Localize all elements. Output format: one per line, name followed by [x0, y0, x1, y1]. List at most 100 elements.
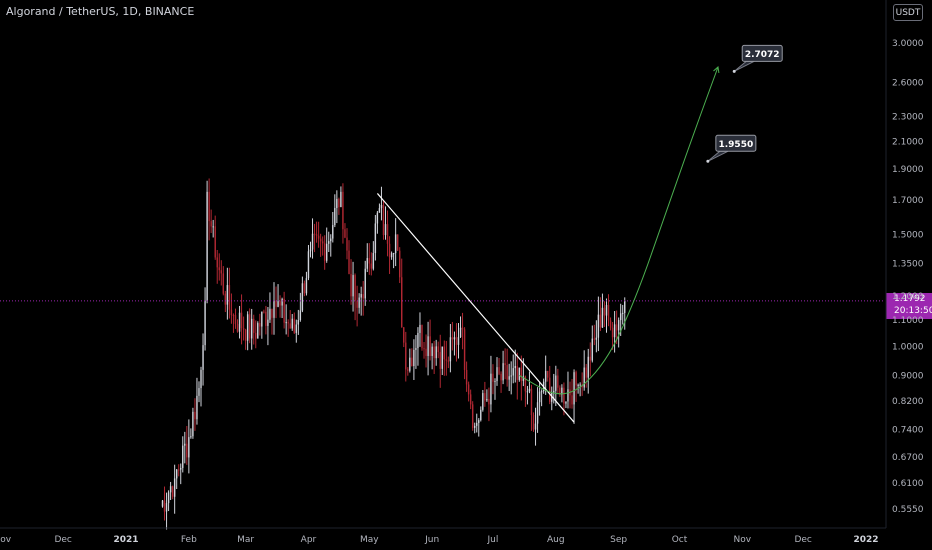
candle — [354, 273, 356, 321]
candle-body — [178, 469, 180, 471]
candle-body — [607, 304, 610, 321]
candle-body — [356, 300, 358, 308]
candle-body — [250, 318, 253, 339]
candle-body — [443, 346, 446, 360]
candle — [315, 221, 318, 243]
candle — [551, 386, 553, 411]
candle — [202, 333, 204, 386]
candle — [362, 281, 364, 316]
candle-body — [392, 253, 395, 255]
candle-body — [319, 238, 322, 242]
candle-body — [344, 229, 346, 238]
candle-body — [240, 312, 243, 329]
candle-body — [488, 399, 490, 405]
candle-body — [222, 273, 225, 294]
currency-badge[interactable]: USDT — [893, 4, 923, 21]
candle — [609, 317, 612, 331]
candle-body — [236, 324, 239, 332]
candle-body — [208, 191, 210, 222]
candle-body — [435, 346, 437, 359]
candle — [370, 252, 373, 276]
candle-body — [437, 346, 439, 353]
candle-body — [323, 243, 326, 261]
candle — [334, 194, 336, 228]
candle-body — [423, 348, 425, 350]
candle — [277, 284, 279, 308]
candle — [271, 308, 273, 335]
candle-body — [494, 381, 496, 383]
candle — [340, 186, 342, 208]
candle — [455, 323, 458, 362]
candle-body — [471, 404, 474, 428]
candle — [330, 234, 332, 257]
candle — [360, 286, 362, 316]
candle — [246, 311, 249, 351]
candle-body — [303, 283, 306, 294]
candle-body — [328, 241, 330, 244]
candle — [240, 294, 243, 345]
candle — [488, 387, 490, 422]
candle-body — [279, 301, 281, 306]
candle — [317, 221, 320, 248]
candle — [175, 469, 178, 489]
candle — [378, 203, 381, 213]
candle-body — [603, 307, 606, 316]
candle — [368, 243, 370, 275]
callout-label: 1.9550 — [718, 140, 753, 150]
candle — [287, 319, 289, 337]
candle-body — [234, 315, 237, 325]
candle-body — [226, 285, 229, 305]
candle-body — [315, 234, 318, 236]
candle — [599, 297, 602, 332]
candle — [228, 267, 231, 319]
candle — [388, 236, 391, 274]
candle — [178, 464, 180, 477]
candle-body — [461, 327, 464, 330]
price-tick-label: 0.9000 — [892, 371, 924, 381]
candle-body — [186, 443, 188, 458]
candle — [508, 363, 510, 392]
candle-body — [275, 300, 277, 307]
candle-body — [180, 467, 182, 470]
bar-countdown: 20:13:50 — [894, 306, 932, 316]
candle — [232, 313, 235, 333]
candle — [173, 464, 176, 514]
candle — [285, 304, 287, 335]
candle-body — [382, 205, 385, 236]
candle — [518, 367, 521, 382]
candle-body — [557, 375, 559, 388]
candle — [372, 241, 375, 271]
candle — [242, 316, 245, 341]
candle — [417, 327, 419, 366]
candle-body — [334, 208, 336, 226]
candle — [449, 323, 452, 373]
candle — [218, 253, 220, 281]
candle-body — [498, 367, 500, 374]
candle-body — [309, 249, 312, 252]
time-tick-label: 2021 — [113, 535, 138, 545]
price-tick-label: 1.1000 — [892, 316, 924, 326]
candle-body — [575, 372, 577, 386]
candle-body — [599, 314, 602, 328]
candle — [182, 436, 184, 473]
candle — [431, 343, 433, 370]
candle-body — [175, 469, 178, 479]
candle-body — [579, 384, 581, 386]
candle — [457, 323, 460, 359]
candle — [480, 406, 482, 422]
candle-body — [453, 337, 456, 340]
candle — [230, 293, 233, 324]
candle-body — [403, 327, 405, 343]
candle-body — [573, 372, 575, 405]
candle-body — [611, 327, 614, 338]
candle — [328, 231, 330, 253]
candle-body — [362, 294, 364, 299]
candle — [169, 481, 172, 500]
candle — [171, 485, 174, 500]
candle — [506, 348, 508, 387]
candle — [451, 321, 454, 351]
candle-body — [419, 324, 421, 333]
candle-body — [536, 402, 539, 424]
candle — [617, 317, 620, 348]
